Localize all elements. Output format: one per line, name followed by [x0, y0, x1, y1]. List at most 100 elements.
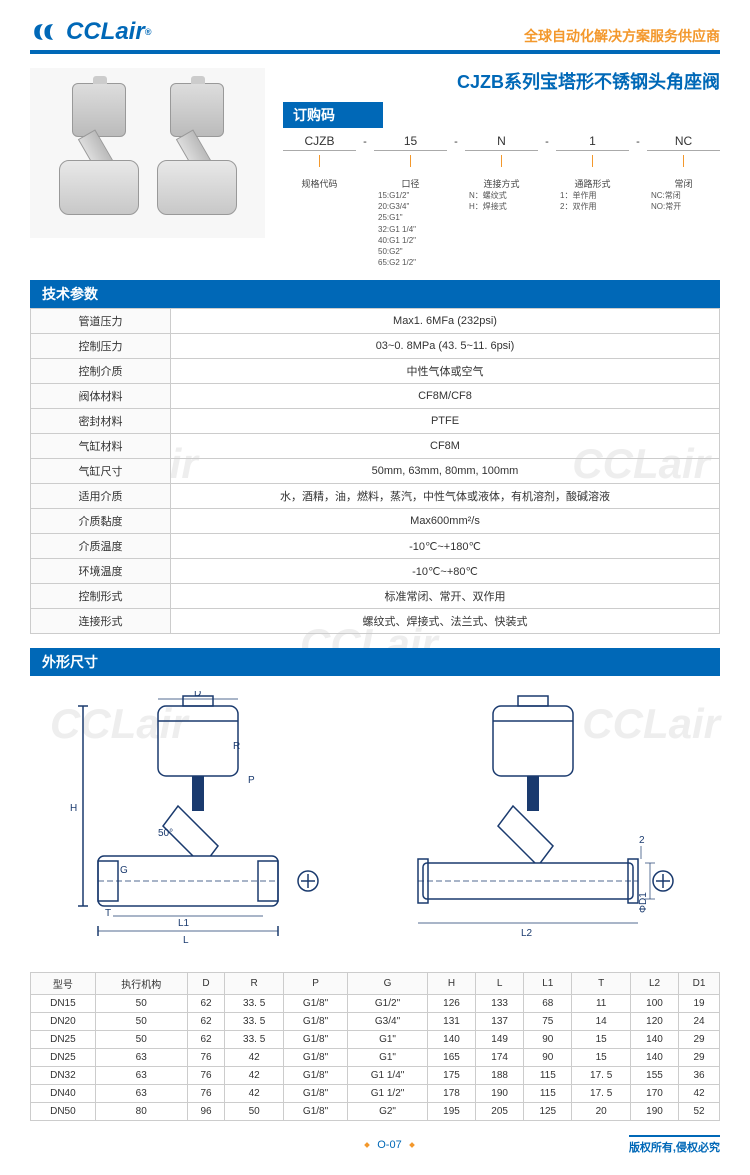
copyright: 版权所有,侵权必究	[629, 1135, 720, 1155]
spec-row: 介质黏度Max600mm²/s	[31, 509, 720, 534]
code-label: 连接方式	[465, 171, 538, 190]
dim-cell: 33. 5	[225, 1031, 284, 1049]
dim-label: L	[183, 935, 189, 946]
tech-spec-header: 技术参数	[30, 280, 720, 308]
spec-key: 密封材料	[31, 409, 171, 434]
dim-cell: 76	[187, 1067, 225, 1085]
dim-cell: 137	[476, 1013, 524, 1031]
spec-row: 控制压力03~0. 8MPa (43. 5~11. 6psi)	[31, 334, 720, 359]
order-code-row: CJZB 规格代码 -15 口径 15:G1/2"20:G3/4"25:G1"3…	[283, 134, 720, 268]
dim-cell: DN20	[31, 1013, 96, 1031]
spec-key: 适用介质	[31, 484, 171, 509]
code-part: N 连接方式 N：螺纹式H：焊接式	[465, 134, 538, 268]
code-value: N	[465, 134, 538, 151]
code-desc: N：螺纹式H：焊接式	[465, 190, 538, 212]
dim-cell: G1/8"	[283, 1031, 347, 1049]
spec-row: 气缸材料CF8M	[31, 434, 720, 459]
dim-cell: 29	[679, 1031, 720, 1049]
valve-image-1	[54, 83, 144, 223]
dim-cell: 90	[524, 1031, 572, 1049]
dimensions-table: 型号执行机构DRPGHLL1TL2D1 DN15506233. 5G1/8"G1…	[30, 972, 720, 1121]
dim-cell: 11	[572, 995, 631, 1013]
dim-cell: 62	[187, 1013, 225, 1031]
spec-value: CF8M	[171, 434, 720, 459]
dimension-drawings: D H R P G T L1 L 50°	[30, 676, 720, 966]
dim-cell: 170	[630, 1085, 678, 1103]
dim-cell: 75	[524, 1013, 572, 1031]
dim-row: DN25506233. 5G1/8"G1"140149901514029	[31, 1031, 720, 1049]
spec-key: 控制介质	[31, 359, 171, 384]
dim-cell: 68	[524, 995, 572, 1013]
dim-cell: G1/8"	[283, 1067, 347, 1085]
dim-cell: G1"	[348, 1031, 428, 1049]
dim-col-header: P	[283, 973, 347, 995]
dim-cell: 188	[476, 1067, 524, 1085]
dim-cell: 50	[95, 1031, 187, 1049]
code-value: 1	[556, 134, 629, 151]
dim-cell: 42	[679, 1085, 720, 1103]
dim-cell: 140	[630, 1049, 678, 1067]
dim-cell: G1/8"	[283, 1103, 347, 1121]
dim-col-header: H	[427, 973, 475, 995]
dim-cell: 42	[225, 1049, 284, 1067]
dim-cell: G1"	[348, 1049, 428, 1067]
spec-row: 连接形式螺纹式、焊接式、法兰式、快装式	[31, 609, 720, 634]
spec-value: Max600mm²/s	[171, 509, 720, 534]
dim-cell: DN25	[31, 1031, 96, 1049]
product-title: CJZB系列宝塔形不锈钢头角座阀	[283, 68, 720, 94]
dim-cell: 33. 5	[225, 995, 284, 1013]
dim-cell: G1/8"	[283, 1013, 347, 1031]
dim-cell: 155	[630, 1067, 678, 1085]
dim-cell: 24	[679, 1013, 720, 1031]
dim-cell: 100	[630, 995, 678, 1013]
dimensions-header: 外形尺寸	[30, 648, 720, 676]
code-value: 15	[374, 134, 447, 151]
spec-row: 阀体材料CF8M/CF8	[31, 384, 720, 409]
spec-value: -10℃~+180℃	[171, 534, 720, 559]
spec-key: 气缸尺寸	[31, 459, 171, 484]
dim-cell: 131	[427, 1013, 475, 1031]
logo-icon	[30, 21, 62, 43]
dim-col-header: 型号	[31, 973, 96, 995]
dim-cell: 15	[572, 1049, 631, 1067]
dim-cell: DN40	[31, 1085, 96, 1103]
spec-value: PTFE	[171, 409, 720, 434]
page-number: O-07	[150, 1139, 629, 1151]
code-part: CJZB 规格代码	[283, 134, 356, 268]
code-part: 1 通路形式 1：单作用2：双作用	[556, 134, 629, 268]
dim-row: DN20506233. 5G1/8"G3/4"131137751412024	[31, 1013, 720, 1031]
dim-label: G	[120, 865, 128, 876]
code-part: 15 口径 15:G1/2"20:G3/4"25:G1"32:G1 1/4"40…	[374, 134, 447, 268]
spec-value: 螺纹式、焊接式、法兰式、快装式	[171, 609, 720, 634]
dim-cell: DN50	[31, 1103, 96, 1121]
spec-value: 50mm, 63mm, 80mm, 100mm	[171, 459, 720, 484]
spec-row: 环境温度-10℃~+80℃	[31, 559, 720, 584]
dim-cell: 96	[187, 1103, 225, 1121]
dim-cell: DN32	[31, 1067, 96, 1085]
dim-label: H	[70, 803, 77, 814]
dim-cell: 62	[187, 995, 225, 1013]
code-desc: NC:常闭NO:常开	[647, 190, 720, 212]
spec-row: 控制介质中性气体或空气	[31, 359, 720, 384]
dim-cell: G2"	[348, 1103, 428, 1121]
dim-cell: 19	[679, 995, 720, 1013]
dim-cell: 50	[95, 995, 187, 1013]
valve-image-2	[152, 83, 242, 223]
dim-cell: 17. 5	[572, 1085, 631, 1103]
dim-cell: 190	[476, 1085, 524, 1103]
dim-cell: 125	[524, 1103, 572, 1121]
dim-col-header: L	[476, 973, 524, 995]
code-label: 规格代码	[283, 171, 356, 190]
dim-cell: 63	[95, 1085, 187, 1103]
spec-row: 管道压力Max1. 6MFa (232psi)	[31, 309, 720, 334]
dim-cell: 17. 5	[572, 1067, 631, 1085]
dim-label: L1	[178, 918, 190, 929]
logo-text: CCLair	[66, 18, 145, 46]
dim-cell: 63	[95, 1049, 187, 1067]
dim-cell: 80	[95, 1103, 187, 1121]
dim-cell: G3/4"	[348, 1013, 428, 1031]
logo: CCLair®	[30, 18, 151, 46]
dim-cell: 174	[476, 1049, 524, 1067]
spec-key: 管道压力	[31, 309, 171, 334]
spec-key: 连接形式	[31, 609, 171, 634]
